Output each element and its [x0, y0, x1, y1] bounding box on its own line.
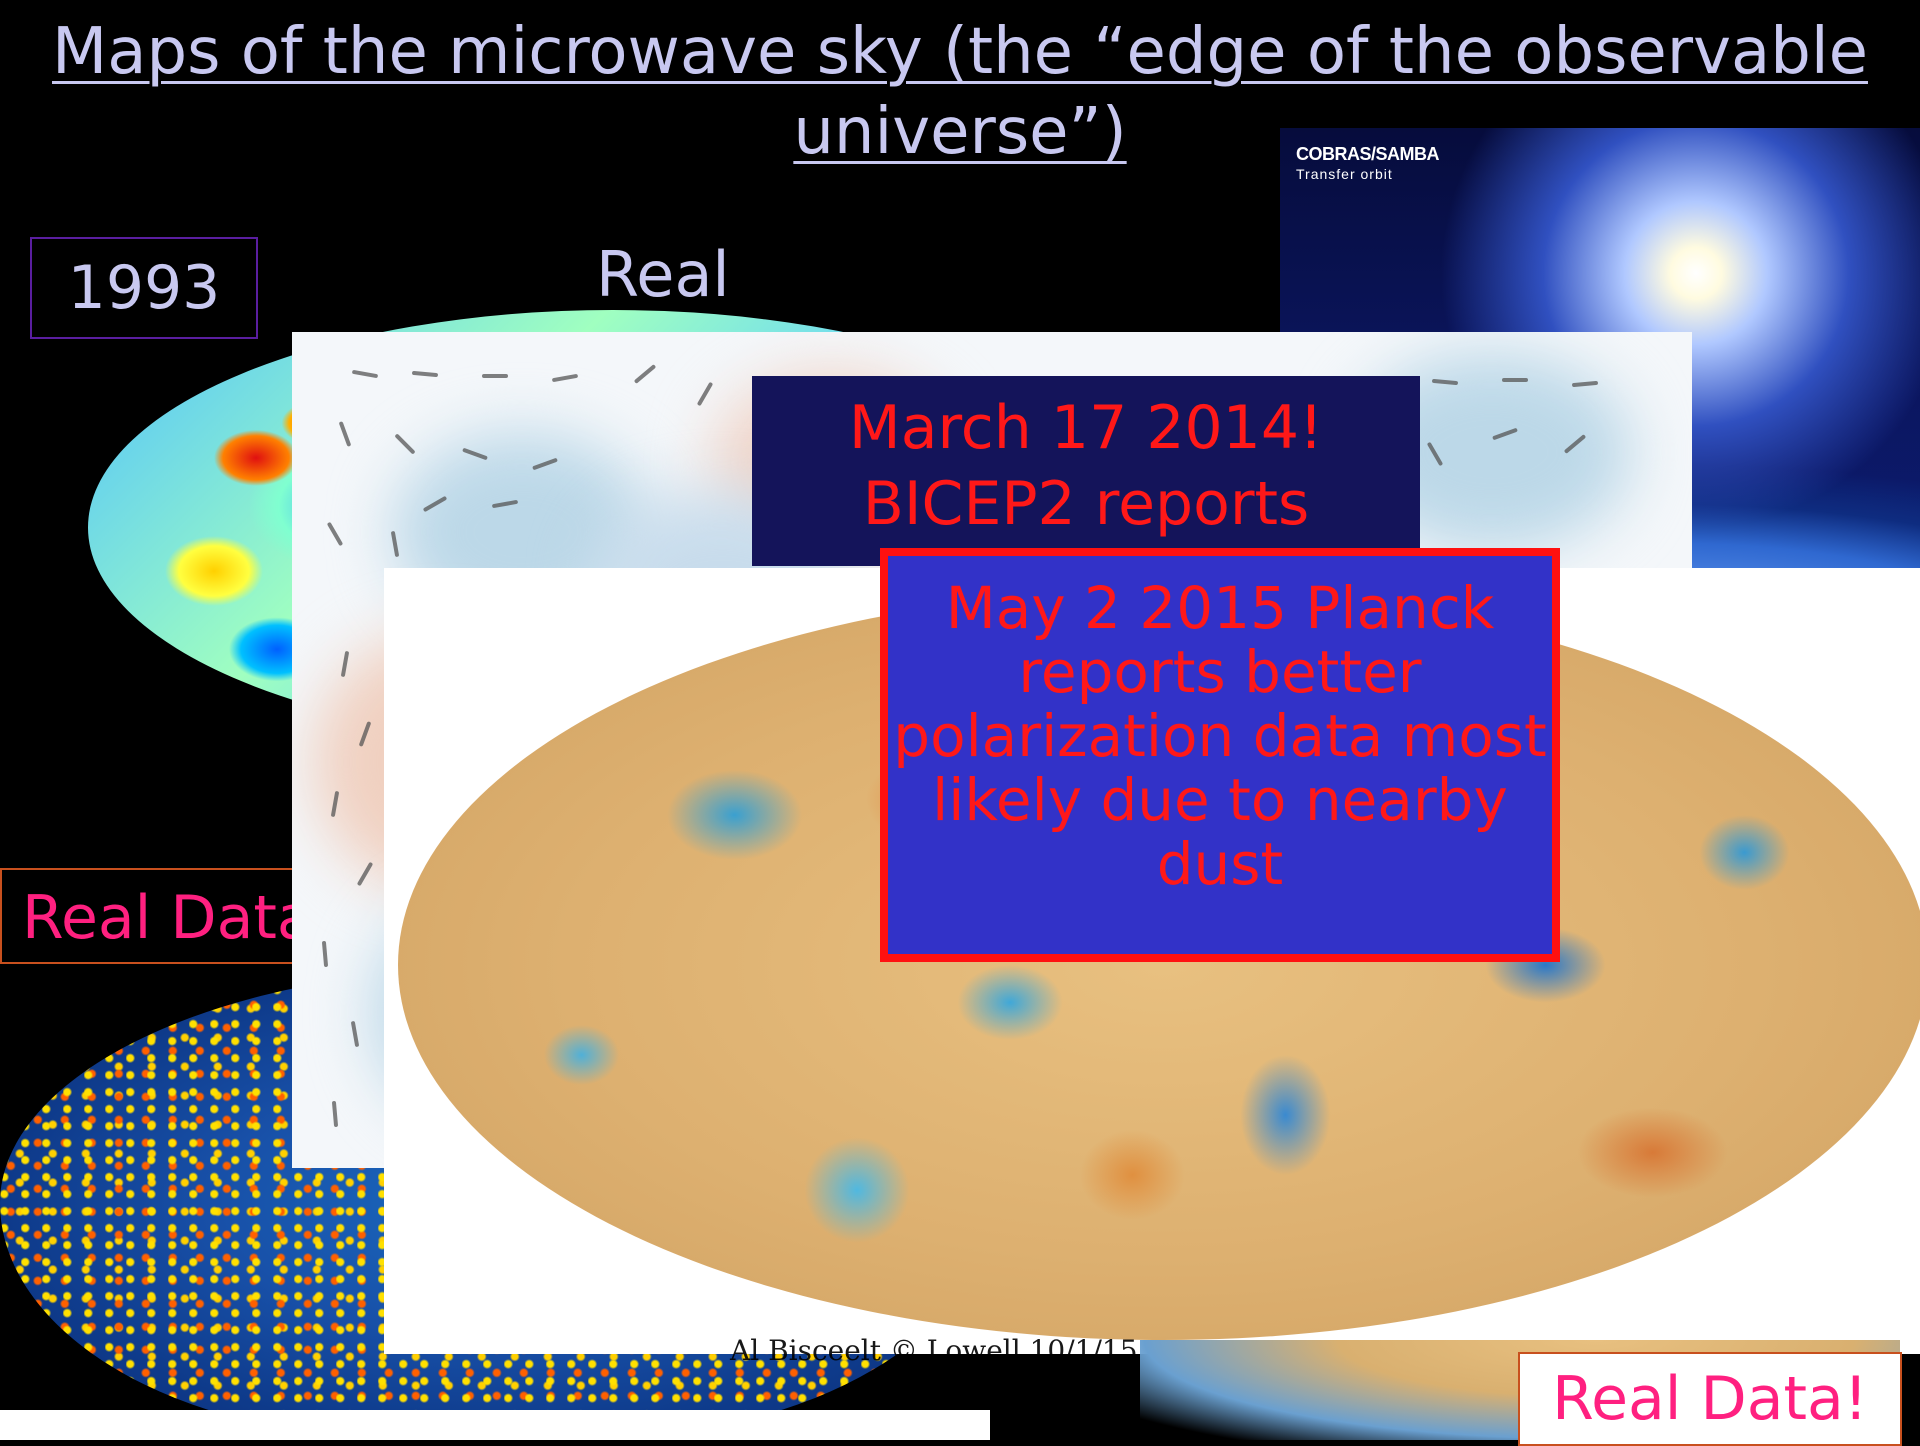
cobras-caption-subtitle: Transfer orbit [1296, 166, 1393, 182]
wmap-real-data-label: Real Data [0, 868, 300, 964]
polarization-tick [326, 521, 344, 547]
year-label-box: 1993 [30, 237, 258, 339]
real-label: Real [596, 238, 730, 311]
polarization-tick [351, 369, 379, 379]
slide-footer: Al Bisceelt © Lowell 10/1/15 [730, 1334, 1138, 1367]
polarization-tick [551, 373, 579, 383]
polarization-tick [331, 1100, 339, 1128]
planck-announcement-box: May 2 2015 Planck reports better polariz… [880, 548, 1560, 962]
slide-title: Maps of the microwave sky (the “edge of … [52, 15, 1868, 169]
polarization-tick [321, 940, 329, 968]
cobras-caption: COBRAS/SAMBA Transfer orbit [1296, 144, 1440, 184]
real-data-label: Real Data! [1518, 1352, 1902, 1446]
polarization-tick [338, 421, 352, 447]
polarization-tick [482, 374, 508, 378]
cobras-caption-title: COBRAS/SAMBA [1296, 144, 1440, 164]
polarization-tick [394, 433, 416, 455]
polarization-tick [633, 364, 657, 384]
polarization-tick [350, 1020, 360, 1048]
bottom-strip [0, 1410, 990, 1440]
bicep2-announcement-box: March 17 2014! BICEP2 reports [752, 376, 1420, 566]
polarization-tick [1502, 378, 1528, 382]
polarization-tick [411, 370, 439, 378]
polarization-tick [696, 381, 714, 407]
